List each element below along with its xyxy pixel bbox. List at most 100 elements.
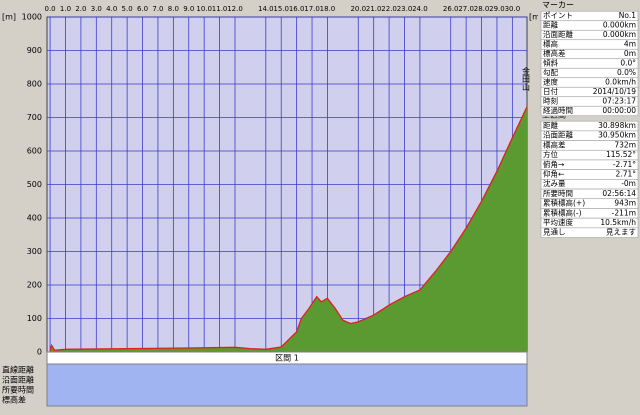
table-value: 943m [614,199,636,208]
peak-label: 金田山 [522,66,531,92]
table-label: 累積標高(+) [543,198,585,208]
x-tick-label: 21.0 [366,5,382,13]
x-tick-label: 22.0 [381,5,397,13]
x-tick-label: 30.0 [505,5,521,13]
table-value: 10.5km/h [600,218,636,227]
x-tick-label: 8.0 [168,5,179,13]
table-label: 標高差 [543,139,566,149]
x-tick-label: 26.0 [443,5,459,13]
x-tick-label: 11.0 [212,5,228,13]
y-tick-label: 200 [27,281,42,290]
marker-title: マーカー [542,1,574,10]
table-value: 0.000km [603,30,636,39]
table-label: 速度 [543,77,558,87]
table-value: 115.52° [606,150,636,159]
segment-values-box [46,363,528,407]
table-value: 2014/10/19 [593,87,636,96]
table-value: -211m [612,208,636,217]
x-tick-label: 15.0 [273,5,289,13]
table-label: 経過時間 [543,105,573,115]
table-value: 0.0% [617,68,636,77]
table-label: 日付 [543,86,558,96]
table-value: 02:56:14 [602,189,636,198]
x-tick-label: 18.0 [320,5,336,13]
x-tick-label: 29.0 [489,5,505,13]
segment-label: 所要時間 [2,385,34,395]
table-label: 勾配 [543,67,558,77]
y-tick-label: 0 [37,348,42,357]
x-tick-label: 1.0 [60,5,71,13]
table-cell [540,227,639,238]
table-label: 距離 [543,120,558,130]
x-tick-label: 14.0 [258,5,274,13]
x-tick-label: 16.0 [289,5,305,13]
y-tick-label: 800 [27,80,42,89]
table-label: 標高差 [543,48,566,58]
x-tick-label: 10.0 [196,5,212,13]
y-tick-label: 300 [27,247,42,256]
table-label: 見通し [543,227,566,237]
y-tick-label: 400 [27,214,42,223]
x-tick-label: 12.0 [227,5,243,13]
x-tick-label: 7.0 [152,5,163,13]
y-tick-label: 900 [27,46,42,55]
x-tick-label: 24.0 [412,5,428,13]
table-value: -0m [621,179,636,188]
table-label: 沿面距離 [543,130,573,140]
table-label: 沿面距離 [543,29,573,39]
table-label: 沈み量 [543,178,566,188]
elevation-area [50,106,528,352]
table-label: 所要時間 [543,188,573,198]
x-tick-label: 20.0 [350,5,366,13]
table-label: ポイント [543,11,573,20]
table-label: 距離 [543,20,558,30]
table-value: 0.0km/h [605,78,636,87]
table-label: 累積標高(-) [543,207,582,217]
table-value: 4m [624,40,636,49]
segment-label: 標高差 [2,395,26,405]
segment-label: 沿面距離 [2,375,34,385]
table-label: 時刻 [543,96,558,106]
x-tick-label: 3.0 [91,5,102,13]
table-value: 0.0° [620,59,636,68]
y-tick-label: 600 [27,147,42,156]
x-tick-label: 4.0 [106,5,117,13]
table-label: 標高 [543,39,558,49]
segment-label: 直線距離 [2,365,34,375]
table-value: 0m [624,49,636,58]
y-unit-right: [m] [529,13,543,22]
table-label: 俯角→ [543,159,564,169]
x-tick-label: 27.0 [458,5,474,13]
x-tick-label: 17.0 [304,5,320,13]
x-tick-label: 23.0 [397,5,413,13]
segment-title: 区間 1 [275,354,299,363]
x-tick-label: 0.0 [45,5,56,13]
table-value: 2.71° [616,170,637,179]
x-tick-label: 2.0 [75,5,86,13]
x-tick-label: 6.0 [137,5,148,13]
table-label: 方位 [543,149,558,159]
table-value: 30.950km [598,131,636,140]
table-value: 0.000km [603,21,636,30]
table-value: 732m [614,140,636,149]
x-tick-label: 9.0 [183,5,194,13]
y-tick-label: 700 [27,113,42,122]
table-value: -2.71° [613,160,636,169]
elevation-line [49,106,528,351]
x-tick-label: 5.0 [122,5,133,13]
table-label: 仰角← [543,169,564,179]
table-value: No.1 [619,11,636,20]
y-tick-label: 1000 [22,13,42,22]
table-value: 30.898km [598,121,636,130]
x-tick-label: 28.0 [474,5,490,13]
y-tick-label: 100 [27,314,42,323]
y-tick-label: 500 [27,180,42,189]
y-unit: [m] [2,13,16,22]
table-value: 見えます [606,228,636,237]
table-value: 00:00:00 [602,106,636,115]
table-cell [540,105,639,117]
table-value: 07:23:17 [602,97,636,106]
table-label: 平均速度 [543,217,573,227]
table-label: 傾斜 [543,58,558,68]
